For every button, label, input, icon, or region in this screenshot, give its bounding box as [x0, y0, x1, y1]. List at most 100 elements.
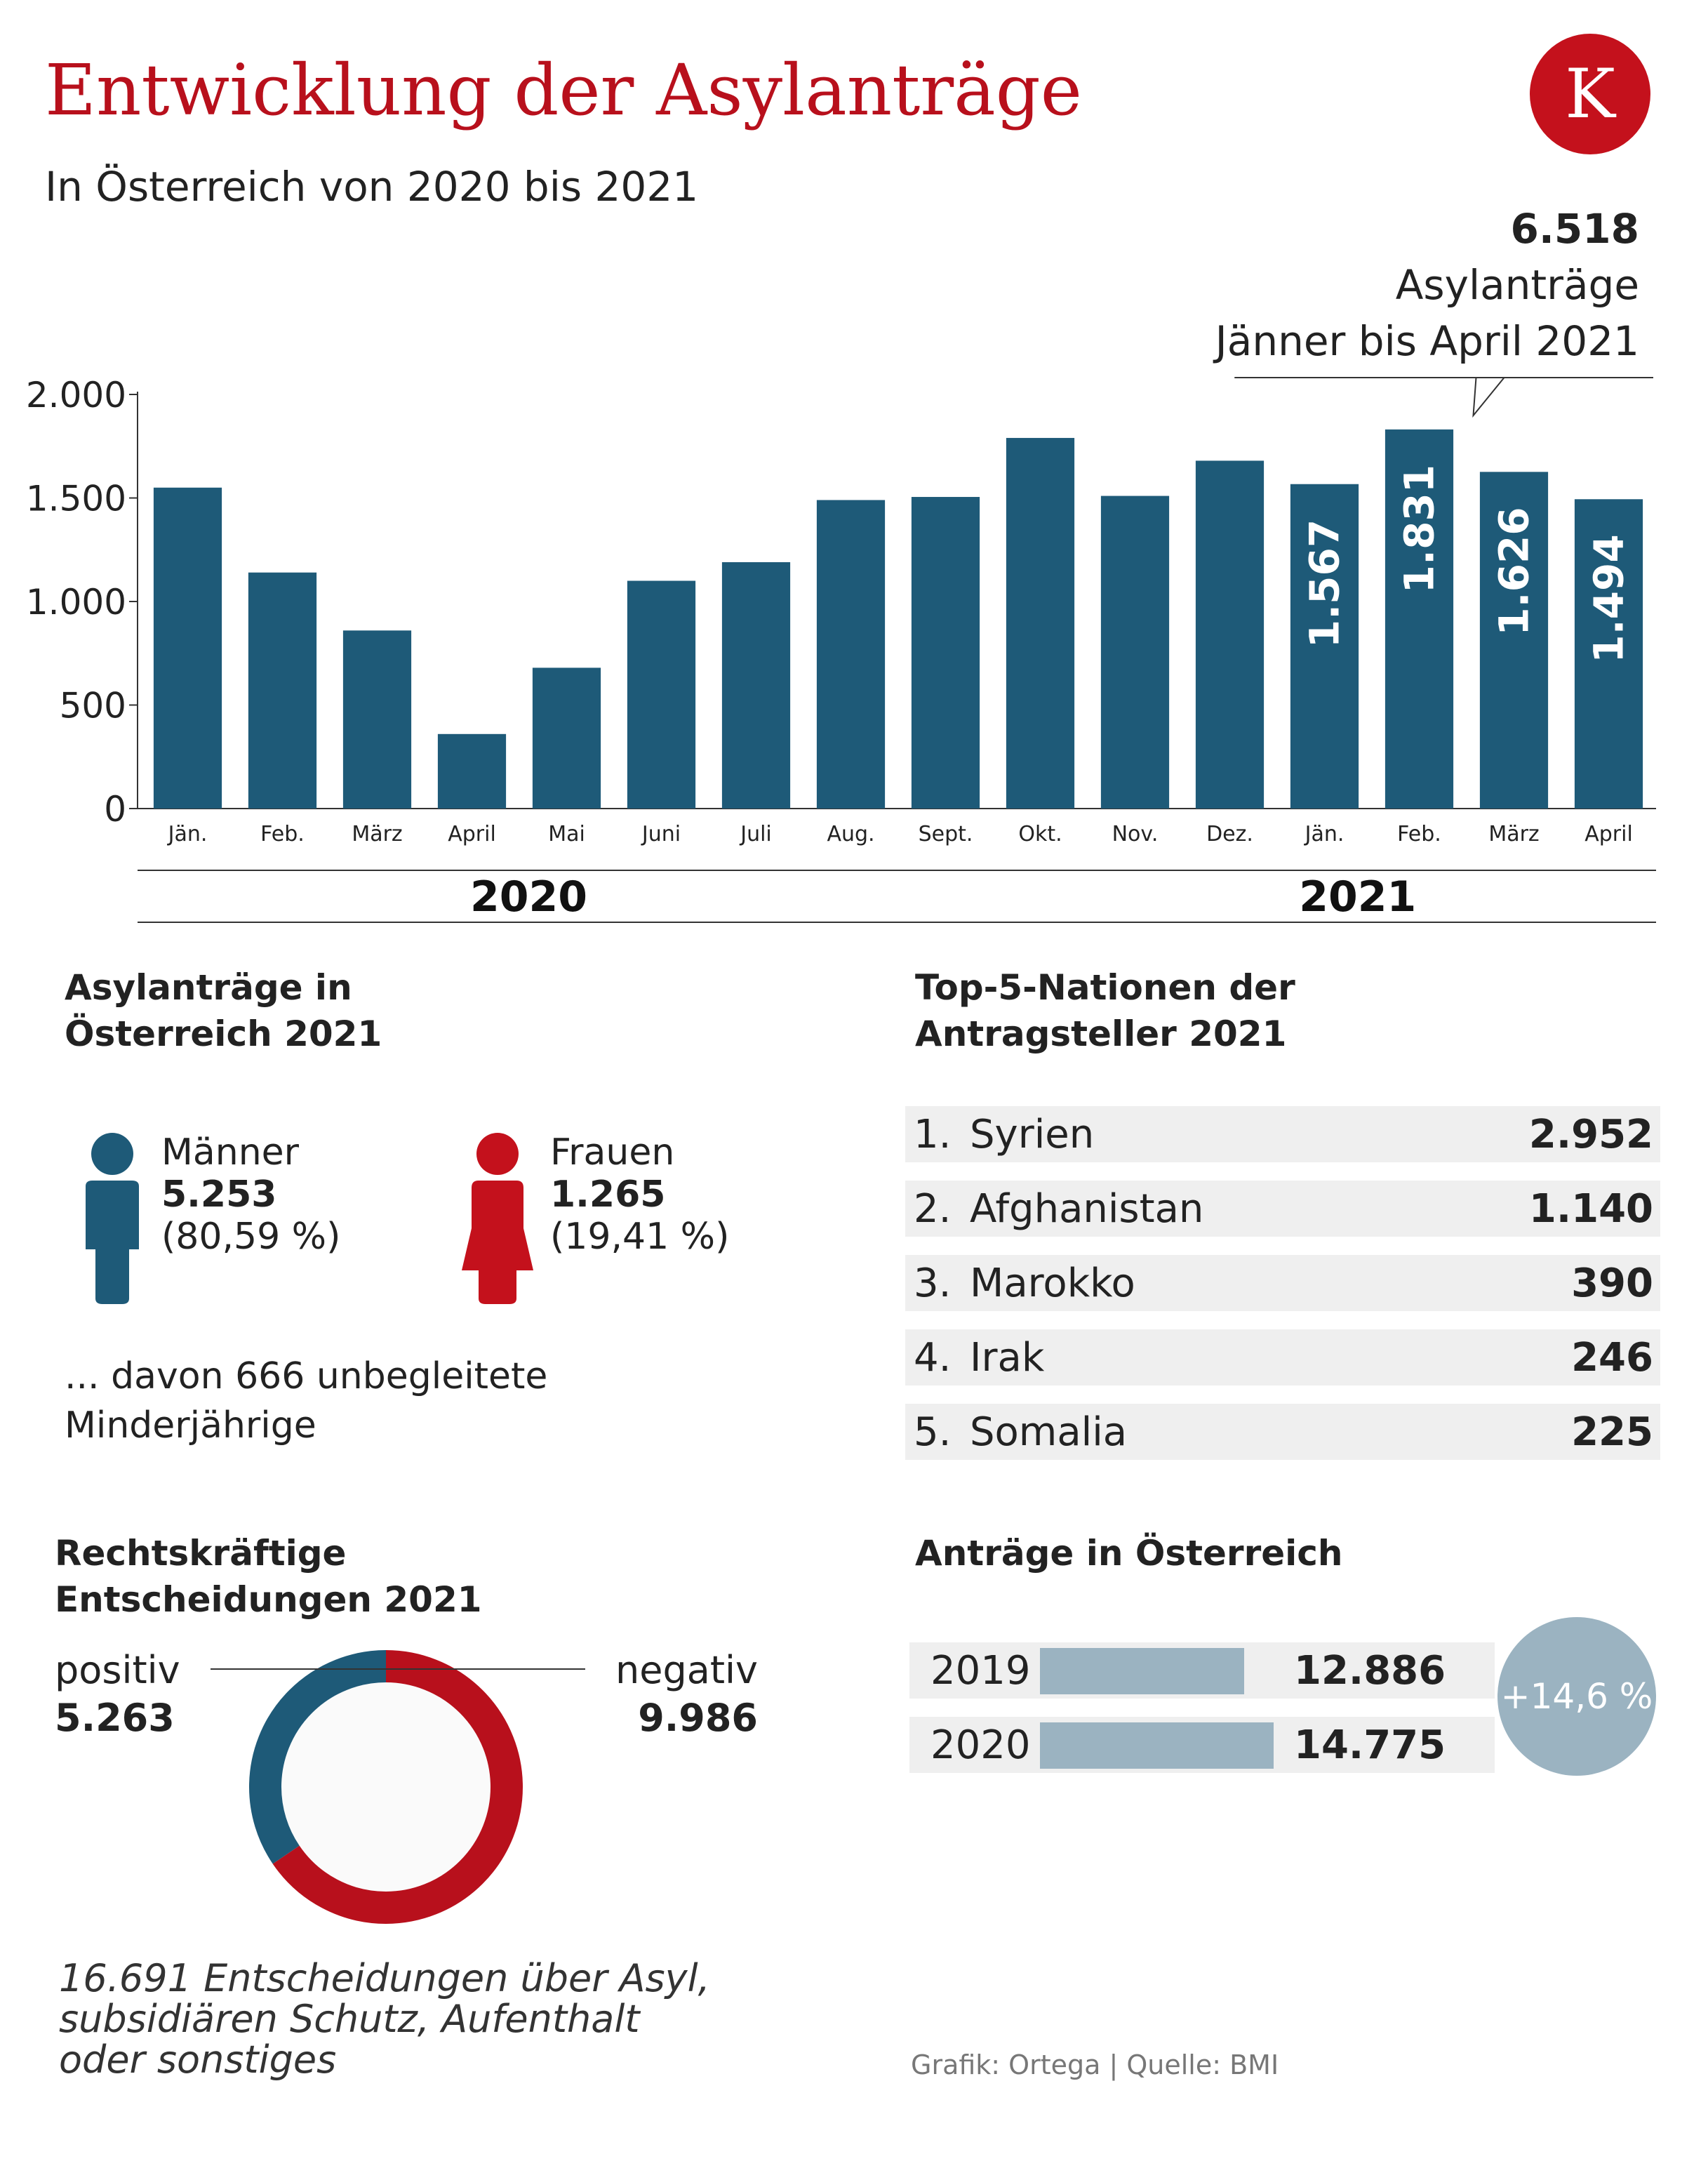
logo-letter: K [1565, 55, 1615, 133]
nation-row: 4. Irak 246 [905, 1329, 1660, 1385]
nation-value: 390 [1571, 1260, 1653, 1306]
nations-title-line1: Top-5-Nationen der [915, 967, 1295, 1008]
minors-note-line2: Minderjährige [65, 1404, 316, 1447]
y-tick-label: 1.000 [26, 582, 126, 623]
minors-note: ... davon 666 unbegleitete Minderjährige [65, 1352, 547, 1450]
bar [1479, 472, 1549, 809]
men-stat: Männer 5.253 (80,59 %) [161, 1131, 340, 1258]
change-badge: +14,6 % [1497, 1617, 1656, 1776]
bar [437, 733, 507, 809]
x-tick-label: März [1488, 822, 1539, 846]
minors-note-line1: ... davon 666 unbegleitete [65, 1355, 548, 1397]
applications-section-title: Anträge in Österreich [915, 1533, 1343, 1574]
x-tick-label: Mai [548, 822, 585, 846]
bar [627, 580, 696, 809]
x-tick-label: Feb. [1397, 822, 1441, 846]
year-group-label: 2021 [1299, 872, 1416, 922]
footnote-line2: subsidiären Schutz, Aufenthalt [59, 1997, 640, 2041]
year-row: 2019 12.886 [909, 1642, 1495, 1699]
year-group-label: 2020 [470, 872, 587, 922]
nation-name: Afghanistan [970, 1185, 1204, 1232]
female-person-icon [462, 1133, 533, 1304]
bar-data-label: 1.567 [1301, 519, 1349, 648]
nation-row: 1. Syrien 2.952 [905, 1106, 1660, 1162]
bar-data-label: 1.494 [1585, 534, 1633, 663]
bar [1006, 437, 1075, 809]
bar [816, 500, 886, 809]
bar [1100, 496, 1170, 809]
bar-data-label: 1.831 [1396, 465, 1443, 593]
y-tick-label: 0 [104, 789, 126, 830]
year-bar [1040, 1722, 1274, 1769]
nation-name: Syrien [970, 1111, 1095, 1157]
gender-title-line2: Österreich 2021 [65, 1014, 382, 1054]
positive-legend: positiv 5.263 [55, 1647, 180, 1742]
callout-pointer [1234, 377, 1653, 418]
nation-row: 2. Afghanistan 1.140 [905, 1181, 1660, 1237]
year-value: 14.775 [1294, 1722, 1446, 1768]
x-tick-label: Nov. [1112, 822, 1159, 846]
nations-title-line2: Antragsteller 2021 [915, 1014, 1287, 1054]
x-tick-label: März [352, 822, 402, 846]
nation-rank: 1. [914, 1111, 952, 1157]
x-tick-label: Sept. [919, 822, 973, 846]
nation-value: 246 [1571, 1334, 1653, 1381]
callout-line1: Asylanträge [1395, 261, 1639, 309]
bar [1195, 460, 1265, 809]
x-tick-label: Dez. [1206, 822, 1253, 846]
negative-value: 9.986 [638, 1696, 758, 1740]
negative-label: negativ [615, 1648, 758, 1692]
bar [1290, 484, 1359, 809]
x-tick-label: April [1584, 822, 1633, 846]
decisions-section-title: Rechtskräftige Entscheidungen 2021 [55, 1530, 482, 1623]
nation-rank: 4. [914, 1334, 952, 1381]
bar [248, 572, 317, 809]
x-tick-label: Feb. [260, 822, 305, 846]
men-value: 5.253 [161, 1174, 277, 1216]
positive-label: positiv [55, 1648, 180, 1692]
x-tick-label: Juni [641, 822, 681, 846]
decisions-title-line2: Entscheidungen 2021 [55, 1579, 482, 1620]
decisions-donut-chart [211, 1650, 585, 1924]
source-credit: Grafik: Ortega | Quelle: BMI [911, 2049, 1279, 2080]
nation-rank: 3. [914, 1260, 952, 1306]
nation-rank: 5. [914, 1409, 952, 1455]
year-label: 2020 [930, 1722, 1031, 1768]
y-tick-label: 1.500 [26, 479, 126, 519]
change-value: +14,6 % [1500, 1676, 1653, 1717]
nation-value: 225 [1571, 1409, 1653, 1455]
negative-legend: negativ 9.986 [561, 1647, 758, 1742]
x-tick-label: Aug. [827, 822, 874, 846]
bar [721, 561, 791, 809]
nation-value: 1.140 [1528, 1185, 1653, 1232]
bar [532, 667, 601, 809]
donut-slice-positive [249, 1650, 523, 1924]
decisions-title-line1: Rechtskräftige [55, 1533, 347, 1574]
year-value: 12.886 [1294, 1648, 1446, 1694]
year-label: 2019 [930, 1648, 1031, 1694]
callout-line2: Jänner bis April 2021 [1215, 317, 1639, 365]
year-bar [1040, 1648, 1244, 1694]
bar [342, 630, 412, 809]
women-stat: Frauen 1.265 (19,41 %) [550, 1131, 729, 1258]
decisions-footnote: 16.691 Entscheidungen über Asyl, subsidi… [59, 1958, 710, 2080]
callout-value: 6.518 [1510, 205, 1639, 253]
men-percent: (80,59 %) [161, 1216, 341, 1258]
nation-name: Irak [970, 1334, 1045, 1381]
footnote-line1: 16.691 Entscheidungen über Asyl, [59, 1956, 710, 2000]
male-person-icon [86, 1133, 139, 1304]
brand-logo: K [1530, 34, 1650, 154]
footnote-line3: oder sonstiges [59, 2038, 337, 2082]
women-label: Frauen [550, 1131, 675, 1174]
positive-value: 5.263 [55, 1696, 175, 1740]
y-tick-label: 500 [60, 686, 126, 726]
page-title: Entwicklung der Asylanträge [45, 49, 1082, 131]
x-tick-label: Jän. [167, 822, 208, 846]
bar-data-label: 1.626 [1490, 507, 1538, 635]
y-tick-label: 2.000 [26, 375, 126, 416]
x-tick-label: Okt. [1018, 822, 1062, 846]
gender-title-line1: Asylanträge in [65, 967, 352, 1008]
total-callout: 6.518 Asylanträge Jänner bis April 2021 [1215, 201, 1639, 369]
donut-hole [281, 1682, 491, 1892]
nation-row: 5. Somalia 225 [905, 1404, 1660, 1460]
